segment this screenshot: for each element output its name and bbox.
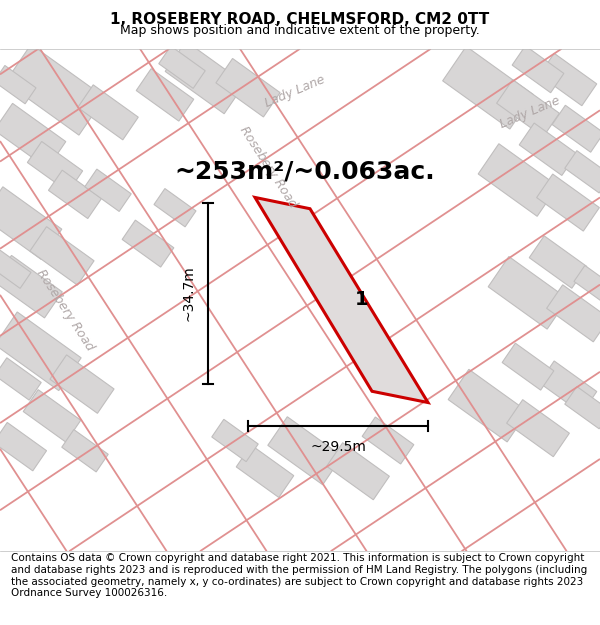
- Polygon shape: [502, 343, 554, 390]
- Text: Lady Lane: Lady Lane: [263, 73, 327, 111]
- Polygon shape: [443, 46, 533, 129]
- Polygon shape: [78, 85, 138, 140]
- Polygon shape: [159, 46, 205, 88]
- Polygon shape: [23, 389, 81, 442]
- Polygon shape: [565, 151, 600, 193]
- Text: Lady Lane: Lady Lane: [498, 94, 562, 131]
- Polygon shape: [362, 417, 414, 464]
- Polygon shape: [519, 123, 577, 176]
- Polygon shape: [529, 236, 587, 288]
- Polygon shape: [0, 357, 41, 400]
- Polygon shape: [536, 174, 599, 231]
- Polygon shape: [268, 417, 342, 485]
- Polygon shape: [28, 141, 83, 192]
- Polygon shape: [0, 312, 81, 391]
- Polygon shape: [255, 198, 428, 402]
- Text: ~253m²/~0.063ac.: ~253m²/~0.063ac.: [175, 160, 436, 184]
- Polygon shape: [497, 80, 559, 137]
- Polygon shape: [154, 189, 196, 227]
- Polygon shape: [539, 361, 597, 413]
- Polygon shape: [50, 355, 114, 413]
- Polygon shape: [0, 422, 47, 471]
- Polygon shape: [122, 220, 174, 267]
- Text: Contains OS data © Crown copyright and database right 2021. This information is : Contains OS data © Crown copyright and d…: [11, 554, 587, 598]
- Polygon shape: [236, 445, 294, 498]
- Text: ~29.5m: ~29.5m: [310, 439, 366, 454]
- Polygon shape: [30, 227, 94, 285]
- Polygon shape: [212, 419, 258, 462]
- Polygon shape: [5, 44, 105, 135]
- Text: 1: 1: [355, 291, 368, 309]
- Polygon shape: [0, 250, 31, 288]
- Polygon shape: [85, 169, 131, 211]
- Polygon shape: [574, 266, 600, 304]
- Polygon shape: [478, 144, 558, 216]
- Polygon shape: [565, 386, 600, 429]
- Text: 1, ROSEBERY ROAD, CHELMSFORD, CM2 0TT: 1, ROSEBERY ROAD, CHELMSFORD, CM2 0TT: [110, 12, 490, 27]
- Text: Map shows position and indicative extent of the property.: Map shows position and indicative extent…: [120, 24, 480, 36]
- Polygon shape: [0, 187, 62, 259]
- Polygon shape: [165, 41, 245, 114]
- Polygon shape: [0, 66, 36, 104]
- Polygon shape: [0, 103, 66, 169]
- Text: Rosebery Road: Rosebery Road: [34, 267, 96, 353]
- Text: Rosebery Road: Rosebery Road: [237, 124, 299, 210]
- Polygon shape: [539, 53, 597, 106]
- Text: ~34.7m: ~34.7m: [181, 266, 195, 321]
- Polygon shape: [216, 59, 280, 117]
- Polygon shape: [448, 369, 528, 442]
- Polygon shape: [62, 429, 108, 472]
- Polygon shape: [488, 256, 568, 329]
- Polygon shape: [49, 170, 101, 219]
- Polygon shape: [136, 69, 194, 121]
- Polygon shape: [552, 105, 600, 152]
- Polygon shape: [0, 256, 62, 318]
- Polygon shape: [506, 399, 569, 457]
- Polygon shape: [326, 442, 389, 500]
- Polygon shape: [547, 285, 600, 342]
- Polygon shape: [512, 46, 564, 92]
